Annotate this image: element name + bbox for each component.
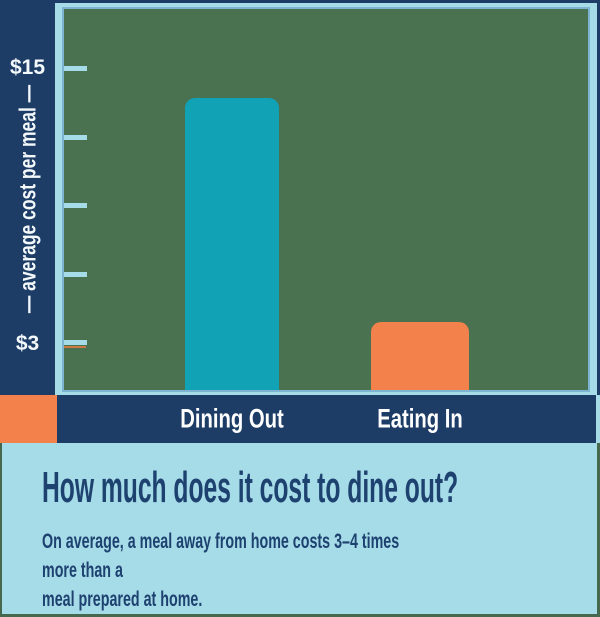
y-axis-min-label: $3 <box>15 332 40 355</box>
corner-accent-square <box>0 395 57 443</box>
footer-panel <box>2 443 597 614</box>
outer-border-top <box>0 0 600 3</box>
y-axis-tick-3 <box>64 340 87 345</box>
y-axis-panel: $15 — average cost per meal — $3 <box>0 3 55 395</box>
y-axis-title: — average cost per meal — <box>14 84 40 314</box>
y-axis-tick-6 <box>64 271 87 277</box>
chart-frame <box>55 3 597 395</box>
frame-edge-sliver <box>596 395 600 443</box>
footer-title: How much does it cost to dine out? <box>42 463 459 512</box>
category-label-eating-in: Eating In <box>377 403 463 434</box>
y-axis-max-label: $15 <box>9 56 46 79</box>
plot-area <box>64 9 588 390</box>
y-axis-tick-15 <box>64 66 87 72</box>
x-axis-category-strip: Dining Out Eating In <box>57 395 596 443</box>
y-axis-tick-9 <box>64 203 87 209</box>
min-tick-orange-underline <box>64 345 86 348</box>
bar-dining-out <box>185 98 279 390</box>
footer-subtitle: On average, a meal away from home costs … <box>42 530 400 611</box>
category-label-dining-out: Dining Out <box>180 403 284 434</box>
bar-eating-in <box>371 321 469 390</box>
outer-border-right <box>597 3 600 395</box>
y-axis-tick-12 <box>64 134 87 140</box>
